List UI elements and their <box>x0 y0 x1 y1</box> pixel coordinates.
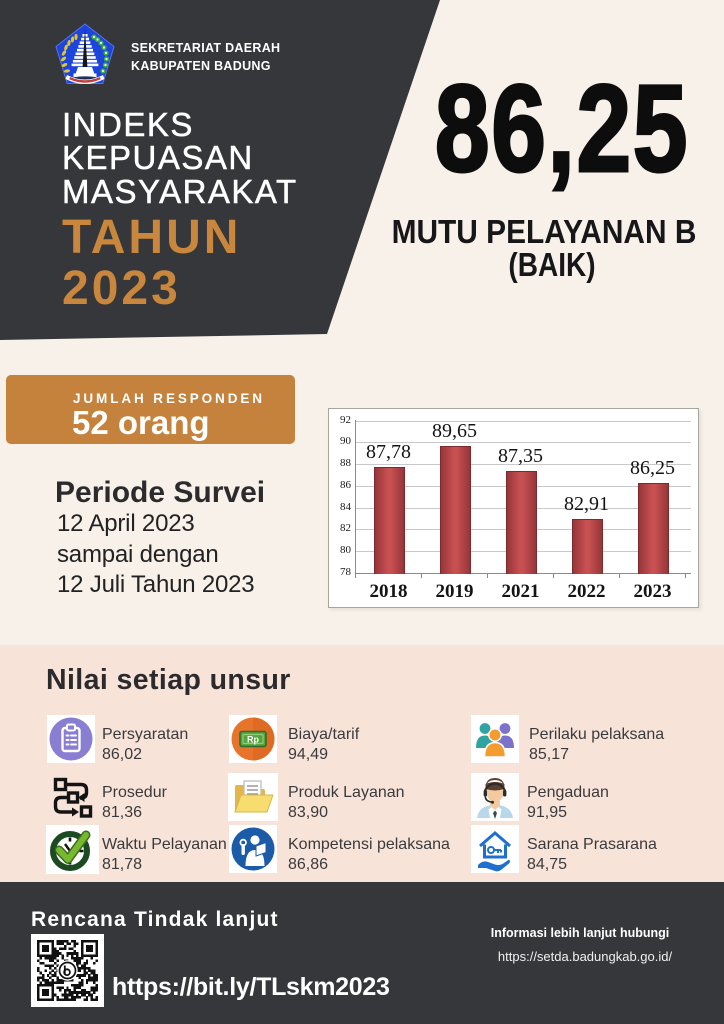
svg-text:Rp: Rp <box>247 735 259 745</box>
